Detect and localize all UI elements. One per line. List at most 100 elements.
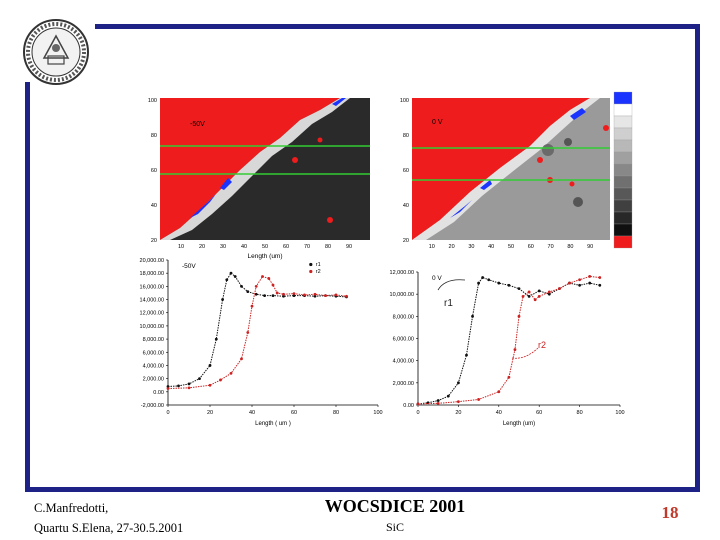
series-line-r1 (167, 272, 347, 388)
footer-author: C.Manfredotti, (34, 501, 109, 515)
color-scale-swatch (613, 91, 633, 105)
footer-author-block: C.Manfredotti, Quartu S.Elena, 27-30.5.2… (34, 498, 183, 538)
data-point-r1 (214, 337, 218, 341)
data-point-r2 (507, 375, 511, 379)
data-point-r2 (250, 304, 254, 308)
y-tick-label: -2,000.00 (141, 403, 164, 409)
data-point-r1 (263, 294, 266, 297)
data-point-r2 (208, 383, 212, 387)
map-left-y-tick: 20 (151, 238, 157, 244)
legend-marker-r2 (309, 269, 313, 274)
data-point-r2 (436, 401, 440, 405)
data-point-r1 (527, 294, 531, 298)
data-point-r1 (598, 283, 602, 287)
data-point-r2 (267, 277, 271, 280)
x-tick-label: 60 (291, 410, 297, 416)
color-scale-swatch (613, 187, 633, 201)
map-left-x-tick: 10 (178, 244, 184, 250)
data-point-r2 (533, 298, 537, 302)
series-line-r2 (417, 275, 600, 405)
y-tick-label: 0.00 (403, 403, 414, 409)
data-point-r1 (229, 271, 233, 275)
data-point-r2 (187, 386, 191, 390)
color-scale-swatch (613, 235, 633, 249)
legend-label-r2: r2 (316, 269, 321, 275)
x-tick-label: 80 (333, 410, 339, 416)
map-left-x-tick: 40 (241, 244, 247, 250)
map-right-y-tick: 80 (403, 133, 409, 139)
data-point-r1 (225, 278, 229, 282)
map-left-y-tick: 40 (151, 203, 157, 209)
map-right-y-tick: 40 (403, 203, 409, 209)
data-point-r1 (507, 283, 511, 287)
map-left-x-tick: 90 (346, 244, 352, 250)
map-right-x-tick: 10 (429, 244, 435, 250)
color-scale-swatch (613, 151, 633, 165)
data-point-r2 (588, 275, 592, 278)
data-point-r2 (166, 387, 170, 390)
data-point-r2 (246, 331, 250, 334)
university-seal-logo (23, 19, 89, 85)
color-scale-swatch (613, 175, 633, 189)
data-point-r1 (446, 394, 450, 398)
data-point-r1 (487, 278, 491, 282)
data-point-r1 (457, 381, 460, 385)
data-point-r2 (578, 278, 581, 282)
data-point-r1 (292, 294, 296, 297)
y-tick-label: 18,000.00 (140, 271, 164, 277)
data-point-r1 (436, 399, 440, 402)
frame-left-bar (25, 82, 30, 492)
series-line-r1 (417, 276, 600, 405)
data-point-r1 (240, 284, 243, 288)
map-right-x-tick: 20 (449, 244, 455, 250)
map-left-x-tick: 20 (199, 244, 205, 250)
color-scale-swatch (613, 139, 633, 153)
color-scale-swatch (613, 199, 633, 213)
y-tick-label: 4,000.00 (393, 359, 414, 365)
map-left-xlabel: Length (um) (247, 253, 282, 260)
y-tick-label: 20,000.00 (140, 258, 164, 264)
data-point-r2 (324, 294, 327, 297)
data-point-r1 (166, 385, 170, 388)
map-right-y-tick: 20 (403, 238, 409, 244)
data-point-r1 (282, 294, 285, 298)
y-tick-label: 2,000.00 (393, 381, 414, 387)
color-scale-swatch (613, 163, 633, 177)
chart-x-axis-label: Length (um) (503, 421, 535, 427)
map-left: -50V 100 80 60 40 20 10 20 30 40 50 60 70 80 90 Leng… (148, 98, 370, 260)
y-tick-label: 6,000.00 (393, 337, 414, 343)
map-right-x-tick: 40 (488, 244, 494, 250)
map-right-x-tick: 50 (508, 244, 514, 250)
map-right-x-tick: 60 (528, 244, 534, 250)
data-point-r2 (313, 292, 317, 296)
map-left-x-tick: 50 (262, 244, 268, 250)
y-tick-label: 12,000.00 (140, 311, 164, 317)
series-line-r2 (167, 275, 347, 390)
footer-place: Quartu S.Elena, 27-30.5.2001 (34, 521, 184, 535)
y-tick-label: 4,000.00 (143, 363, 164, 369)
x-tick-label: 80 (577, 410, 583, 416)
map-right-y-tick: 100 (400, 98, 409, 104)
y-tick-label: 12,000.00 (390, 270, 414, 276)
legend-marker-r1 (309, 262, 313, 267)
chart-condition-label: 0 V (432, 275, 442, 282)
y-tick-label: 8,000.00 (143, 337, 164, 343)
data-point-r1 (547, 292, 551, 296)
color-scale-swatch (613, 223, 633, 237)
y-tick-label: 10,000.00 (140, 324, 164, 330)
data-point-r2 (261, 275, 264, 278)
map-left-y-tick: 60 (151, 168, 157, 174)
x-tick-label: 20 (455, 410, 461, 416)
data-point-r2 (229, 371, 233, 375)
annotation-r2: r2 (538, 340, 546, 350)
data-point-r2 (477, 398, 480, 401)
data-point-r2 (334, 293, 338, 297)
data-point-r1 (477, 281, 480, 285)
color-scale-swatch (613, 127, 633, 141)
data-point-r1 (578, 283, 581, 287)
map-right-y-tick: 60 (403, 168, 409, 174)
x-tick-label: 20 (207, 410, 213, 416)
color-scale-swatch (613, 103, 633, 117)
data-point-r2 (497, 390, 501, 394)
data-point-r1 (465, 353, 468, 357)
